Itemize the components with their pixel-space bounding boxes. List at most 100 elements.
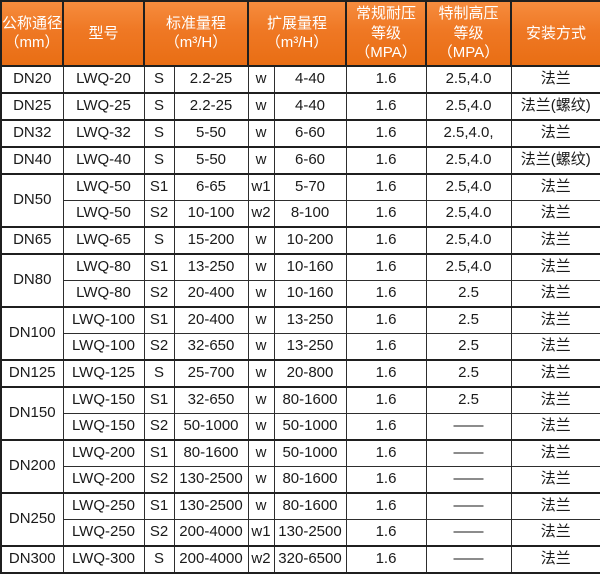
cell-high-pressure: 2.5,4.0 bbox=[425, 145, 512, 174]
cell-ext-grade: w bbox=[247, 412, 275, 440]
cell-std-grade: S bbox=[143, 64, 175, 93]
cell-std-range: 5-50 bbox=[173, 145, 249, 174]
cell-normal-pressure: 1.6 bbox=[345, 385, 427, 414]
cell-std-grade: S1 bbox=[143, 305, 175, 334]
cell-model: LWQ-50 bbox=[62, 172, 145, 201]
cell-ext-range: 5-70 bbox=[273, 172, 347, 201]
cell-high-pressure: 2.5 bbox=[425, 332, 512, 360]
cell-std-range: 2.2-25 bbox=[173, 64, 249, 93]
cell-install: 法兰 bbox=[510, 412, 600, 440]
cell-model: LWQ-20 bbox=[62, 64, 145, 93]
cell-model: LWQ-150 bbox=[62, 385, 145, 414]
cell-std-range: 50-1000 bbox=[173, 412, 249, 440]
cell-std-grade: S2 bbox=[143, 199, 175, 227]
cell-high-pressure: —— bbox=[425, 438, 512, 467]
cell-std-range: 20-400 bbox=[173, 279, 249, 307]
cell-model: LWQ-250 bbox=[62, 518, 145, 546]
cell-dn: DN32 bbox=[0, 118, 64, 147]
cell-high-pressure: —— bbox=[425, 491, 512, 520]
table-row: LWQ-100 S2 32-650 w 13-250 1.6 2.5 法兰 bbox=[1, 332, 600, 360]
cell-install: 法兰 bbox=[510, 172, 600, 201]
cell-normal-pressure: 1.6 bbox=[345, 491, 427, 520]
cell-ext-range: 13-250 bbox=[273, 305, 347, 334]
cell-high-pressure: —— bbox=[425, 518, 512, 546]
cell-high-pressure: 2.5,4.0, bbox=[425, 118, 512, 147]
cell-ext-range: 10-160 bbox=[273, 252, 347, 281]
cell-model: LWQ-125 bbox=[62, 358, 145, 387]
cell-std-grade: S bbox=[143, 91, 175, 120]
cell-std-grade: S2 bbox=[143, 332, 175, 360]
cell-dn: DN50 bbox=[0, 172, 64, 227]
header-extended-range: 扩展量程 （m³/H） bbox=[247, 0, 347, 67]
cell-model: LWQ-300 bbox=[62, 544, 145, 573]
cell-ext-range: 10-160 bbox=[273, 279, 347, 307]
cell-model: LWQ-80 bbox=[62, 252, 145, 281]
table-row: DN125 LWQ-125 S 25-700 w 20-800 1.6 2.5 … bbox=[0, 358, 600, 387]
cell-normal-pressure: 1.6 bbox=[345, 358, 427, 387]
cell-install: 法兰 bbox=[510, 491, 600, 520]
table-row: DN300 LWQ-300 S 200-4000 w2 320-6500 1.6… bbox=[0, 544, 600, 573]
header-row: 公称通径 （mm） 型号 标准量程 （m³/H） 扩展量程 （m³/H） 常规耐… bbox=[0, 0, 600, 67]
cell-dn: DN200 bbox=[0, 438, 64, 493]
cell-model: LWQ-40 bbox=[62, 145, 145, 174]
cell-normal-pressure: 1.6 bbox=[345, 199, 427, 227]
cell-normal-pressure: 1.6 bbox=[345, 332, 427, 360]
cell-std-grade: S2 bbox=[143, 412, 175, 440]
cell-ext-grade: w2 bbox=[247, 199, 275, 227]
cell-dn: DN300 bbox=[0, 544, 64, 573]
cell-dn: DN25 bbox=[0, 91, 64, 120]
table-row: LWQ-80 S2 20-400 w 10-160 1.6 2.5 法兰 bbox=[1, 279, 600, 307]
cell-std-range: 80-1600 bbox=[173, 438, 249, 467]
cell-normal-pressure: 1.6 bbox=[345, 64, 427, 93]
cell-high-pressure: 2.5,4.0 bbox=[425, 64, 512, 93]
cell-ext-grade: w bbox=[247, 252, 275, 281]
table-row: DN50 LWQ-50 S1 6-65 w1 5-70 1.6 2.5,4.0 … bbox=[0, 172, 600, 227]
cell-std-range: 5-50 bbox=[173, 118, 249, 147]
cell-std-grade: S2 bbox=[143, 518, 175, 546]
cell-ext-grade: w bbox=[247, 118, 275, 147]
cell-ext-grade: w bbox=[247, 332, 275, 360]
cell-dn: DN125 bbox=[0, 358, 64, 387]
cell-normal-pressure: 1.6 bbox=[345, 91, 427, 120]
cell-ext-range: 320-6500 bbox=[273, 544, 347, 573]
cell-std-range: 2.2-25 bbox=[173, 91, 249, 120]
cell-model: LWQ-32 bbox=[62, 118, 145, 147]
cell-install: 法兰 bbox=[510, 518, 600, 546]
table-row: LWQ-150 S2 50-1000 w 50-1000 1.6 —— 法兰 bbox=[1, 412, 600, 440]
header-normal-pressure: 常规耐压 等级（MPA） bbox=[345, 0, 427, 67]
cell-normal-pressure: 1.6 bbox=[345, 252, 427, 281]
cell-model: LWQ-100 bbox=[62, 305, 145, 334]
cell-model: LWQ-100 bbox=[62, 332, 145, 360]
cell-install: 法兰 bbox=[510, 252, 600, 281]
cell-std-grade: S bbox=[143, 118, 175, 147]
cell-high-pressure: 2.5,4.0 bbox=[425, 91, 512, 120]
cell-high-pressure: 2.5,4.0 bbox=[425, 199, 512, 227]
cell-std-grade: S bbox=[143, 358, 175, 387]
cell-normal-pressure: 1.6 bbox=[345, 438, 427, 467]
cell-install: 法兰 bbox=[510, 64, 600, 93]
cell-install: 法兰 bbox=[510, 385, 600, 414]
cell-ext-range: 4-40 bbox=[273, 91, 347, 120]
header-model: 型号 bbox=[62, 0, 145, 67]
cell-ext-range: 80-1600 bbox=[273, 491, 347, 520]
cell-high-pressure: 2.5,4.0 bbox=[425, 252, 512, 281]
cell-std-grade: S2 bbox=[143, 465, 175, 493]
cell-ext-grade: w bbox=[247, 91, 275, 120]
cell-ext-grade: w bbox=[247, 491, 275, 520]
cell-install: 法兰 bbox=[510, 118, 600, 147]
cell-ext-grade: w bbox=[247, 64, 275, 93]
cell-ext-range: 50-1000 bbox=[273, 438, 347, 467]
header-standard-range: 标准量程 （m³/H） bbox=[143, 0, 249, 67]
cell-model: LWQ-250 bbox=[62, 491, 145, 520]
cell-normal-pressure: 1.6 bbox=[345, 412, 427, 440]
cell-install: 法兰 bbox=[510, 225, 600, 254]
cell-ext-grade: w1 bbox=[247, 518, 275, 546]
cell-dn: DN20 bbox=[0, 64, 64, 93]
cell-install: 法兰(螺纹) bbox=[510, 145, 600, 174]
cell-normal-pressure: 1.6 bbox=[345, 118, 427, 147]
cell-ext-grade: w bbox=[247, 279, 275, 307]
cell-dn: DN150 bbox=[0, 385, 64, 440]
table-row: DN25 LWQ-25 S 2.2-25 w 4-40 1.6 2.5,4.0 … bbox=[0, 91, 600, 120]
cell-ext-grade: w2 bbox=[247, 544, 275, 573]
cell-ext-range: 6-60 bbox=[273, 118, 347, 147]
